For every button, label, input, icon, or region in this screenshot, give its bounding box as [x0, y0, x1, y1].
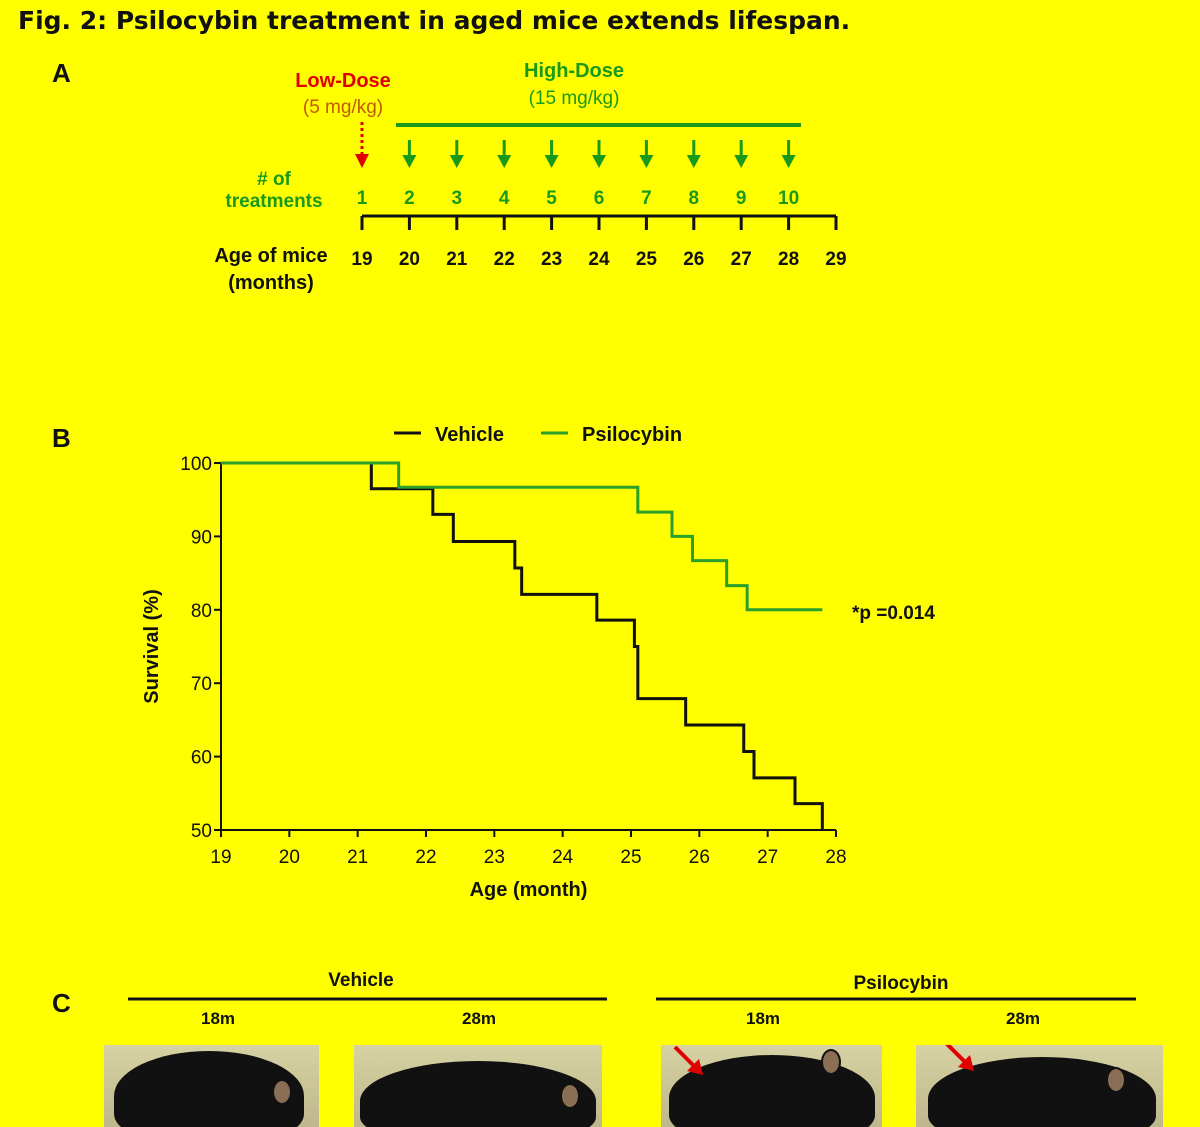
red-arrow-icon	[673, 1045, 703, 1075]
age-tick-label: 24	[588, 249, 610, 270]
x-tick-label: 21	[347, 847, 368, 868]
p-value-annotation: *p =0.014	[852, 603, 935, 624]
low-dose-label: Low-Dose	[295, 70, 391, 92]
psilocybin-survival-curve	[221, 461, 823, 612]
down-arrow-icon	[544, 155, 559, 168]
y-tick-label: 50	[191, 821, 212, 842]
down-arrow-icon	[639, 155, 654, 168]
vehicle-age-28m: 28m	[462, 1009, 496, 1028]
figure-title: Fig. 2: Psilocybin treatment in aged mic…	[18, 6, 851, 35]
vehicle-group-label: Vehicle	[328, 970, 394, 991]
age-tick-label: 22	[494, 249, 515, 270]
treatment-number: 4	[499, 188, 510, 209]
treatment-number: 10	[778, 188, 799, 209]
y-tick-label: 60	[191, 748, 212, 769]
x-tick-label: 22	[415, 847, 436, 868]
y-tick-label: 80	[191, 601, 212, 622]
age-axis-ticks: 19 20 21 22 23 24 25 26 27 28 29	[351, 216, 847, 270]
age-tick-label: 26	[683, 249, 704, 270]
chart-axes: 50 60 70 80 90 100 19 20 21 22 23 24 25 26 27 28 Age (mo…	[141, 454, 847, 901]
treatment-number: 5	[546, 188, 557, 209]
age-tick-label: 28	[778, 249, 799, 270]
y-tick-label: 100	[180, 454, 212, 475]
psilocybin-group-label: Psilocybin	[853, 973, 948, 994]
x-axis-label: Age (month)	[470, 879, 588, 901]
high-dose-label: High-Dose	[524, 60, 624, 82]
down-arrow-icon	[686, 155, 701, 168]
treatment-number: 6	[594, 188, 605, 209]
treatment-number: 7	[641, 188, 652, 209]
age-tick-label: 19	[351, 249, 372, 270]
high-dose-arrows	[402, 140, 796, 168]
x-tick-label: 27	[757, 847, 778, 868]
mouse-photo-psilocybin-18m	[661, 1045, 882, 1127]
chart-legend: Vehicle Psilocybin	[394, 424, 682, 446]
panel-b-letter: B	[52, 423, 71, 453]
legend-label: Vehicle	[435, 424, 504, 446]
age-tick-label: 23	[541, 249, 562, 270]
x-tick-label: 20	[279, 847, 300, 868]
x-tick-label: 26	[689, 847, 710, 868]
treatment-number: 8	[689, 188, 700, 209]
low-dose-amount: (5 mg/kg)	[303, 97, 383, 118]
age-label-line2: (months)	[228, 272, 314, 294]
vehicle-age-18m: 18m	[201, 1009, 235, 1028]
psilocybin-age-18m: 18m	[746, 1009, 780, 1028]
panel-c-letter: C	[52, 988, 71, 1018]
mouse-photo-vehicle-28m	[354, 1045, 602, 1127]
down-arrow-icon	[734, 155, 749, 168]
age-tick-label: 21	[446, 249, 468, 270]
treatments-label-line2: treatments	[225, 191, 322, 212]
panel-a-letter: A	[52, 58, 71, 88]
down-arrow-icon	[402, 155, 417, 168]
x-tick-label: 24	[552, 847, 574, 868]
down-arrow-icon	[497, 155, 512, 168]
treatment-number: 1	[357, 188, 368, 209]
x-tick-label: 25	[620, 847, 641, 868]
down-arrow-icon	[449, 155, 464, 168]
red-arrow-icon	[945, 1045, 974, 1071]
treatment-number: 9	[736, 188, 747, 209]
age-label-line1: Age of mice	[214, 245, 327, 267]
x-tick-label: 19	[210, 847, 231, 868]
vehicle-survival-curve	[221, 461, 824, 830]
legend-label: Psilocybin	[582, 424, 682, 446]
down-arrow-icon	[592, 155, 606, 168]
age-tick-label: 25	[636, 249, 658, 270]
psilocybin-age-28m: 28m	[1006, 1009, 1040, 1028]
high-dose-amount: (15 mg/kg)	[529, 88, 620, 109]
age-tick-label: 29	[825, 249, 846, 270]
y-tick-label: 90	[191, 527, 212, 548]
mouse-photo-psilocybin-28m	[916, 1045, 1163, 1127]
treatment-numbers: 1 2 3 4 5 6 7 8 9 10	[357, 188, 799, 209]
age-tick-label: 27	[731, 249, 752, 270]
low-dose-arrow-icon	[355, 154, 369, 168]
y-tick-label: 70	[191, 674, 212, 695]
chart-series	[221, 461, 824, 830]
age-tick-label: 20	[399, 249, 420, 270]
mouse-photo-vehicle-18m	[104, 1045, 319, 1127]
y-axis-label: Survival (%)	[141, 589, 163, 703]
down-arrow-icon	[781, 155, 796, 168]
treatment-number: 2	[404, 188, 415, 209]
treatment-number: 3	[452, 188, 463, 209]
treatments-label-line1: # of	[257, 169, 291, 190]
x-tick-label: 28	[825, 847, 846, 868]
x-tick-label: 23	[484, 847, 505, 868]
